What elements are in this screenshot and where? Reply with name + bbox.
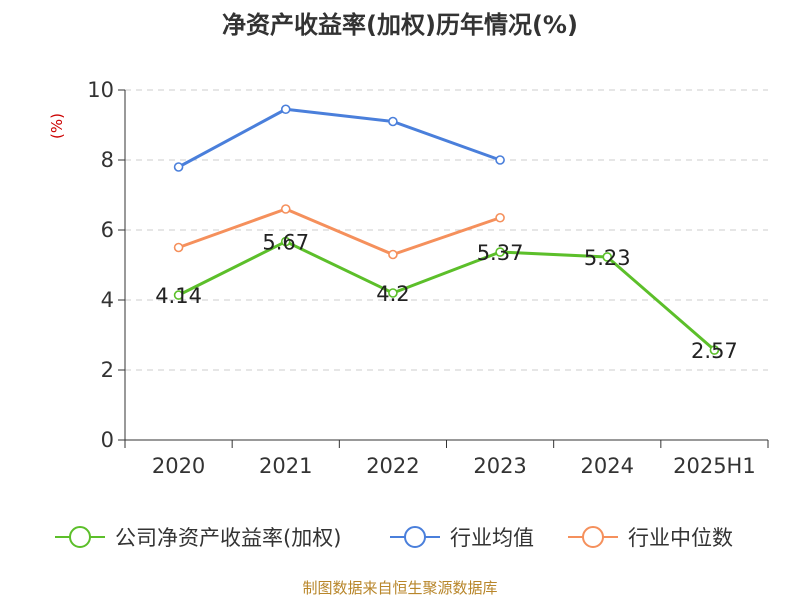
series-0-point-2020 — [173, 290, 184, 300]
series-1-point-2022 — [388, 116, 398, 127]
axes: 0 2 4 6 8 10 2020 2021 2022 2023 2024 2025H1 — [87, 78, 769, 478]
y-tick-label-8: 8 — [101, 148, 114, 172]
data-label-2025H1: 2.57 — [691, 339, 738, 363]
source-note: 制图数据来自恒生聚源数据库 — [302, 579, 497, 597]
legend-item-0[interactable]: 公司净资产收益率(加权) — [55, 526, 341, 550]
grid-lines — [125, 89, 768, 371]
x-tick-label-2024: 2024 — [581, 454, 634, 478]
x-tick-label-2020: 2020 — [152, 454, 205, 478]
series-0-point-2025H1 — [709, 345, 720, 355]
series-line-0 — [177, 240, 716, 352]
x-tick-label-2025H1: 2025H1 — [673, 454, 756, 478]
series-1-point-2021 — [280, 104, 291, 115]
series-2-point-2023 — [495, 212, 505, 223]
data-labels: 4.14 5.67 4.2 5.37 5.23 2.57 — [155, 231, 738, 363]
y-tick-label-4: 4 — [101, 288, 114, 312]
legend-marker-1 — [404, 526, 426, 548]
legend-item-2[interactable]: 行业中位数 — [568, 526, 733, 550]
x-tick-label-2022: 2022 — [366, 454, 419, 478]
series-0-point-2023 — [495, 247, 505, 257]
data-label-2024: 5.23 — [584, 246, 631, 270]
legend-label-1: 行业均值 — [450, 526, 534, 550]
series-0-point-2022 — [388, 288, 398, 298]
series-layer — [173, 104, 720, 355]
legend-label-0: 公司净资产收益率(加权) — [115, 526, 341, 550]
legend-marker-0 — [69, 526, 91, 548]
legend-marker-2 — [582, 526, 604, 548]
y-tick-label-0: 0 — [101, 428, 114, 452]
series-2-point-2021 — [280, 204, 291, 214]
y-axis-unit: (%) — [48, 113, 66, 139]
legend-label-2: 行业中位数 — [628, 526, 733, 550]
series-line-1 — [177, 107, 501, 169]
series-line-2 — [178, 207, 501, 256]
series-2-point-2022 — [388, 249, 398, 260]
legend-item-1[interactable]: 行业均值 — [390, 526, 534, 550]
x-tick-label-2021: 2021 — [259, 454, 312, 478]
data-label-2020: 4.14 — [155, 284, 202, 308]
data-label-2022: 4.2 — [376, 282, 409, 306]
data-label-2023: 5.37 — [477, 241, 524, 265]
series-1-point-2020 — [173, 162, 184, 172]
series-2-point-2020 — [173, 242, 184, 253]
series-0-point-2024 — [602, 252, 613, 262]
data-label-2021: 5.67 — [262, 231, 309, 255]
y-tick-label-6: 6 — [101, 218, 114, 242]
chart-title: 净资产收益率(加权)历年情况(%) — [222, 11, 578, 39]
y-tick-label-10: 10 — [87, 78, 114, 102]
series-1-point-2023 — [495, 155, 505, 165]
series-0-point-2021 — [280, 236, 291, 247]
y-tick-label-2: 2 — [101, 358, 114, 382]
x-tick-label-2023: 2023 — [473, 454, 526, 478]
legend[interactable]: 公司净资产收益率(加权) 行业均值 行业中位数 — [55, 526, 733, 550]
